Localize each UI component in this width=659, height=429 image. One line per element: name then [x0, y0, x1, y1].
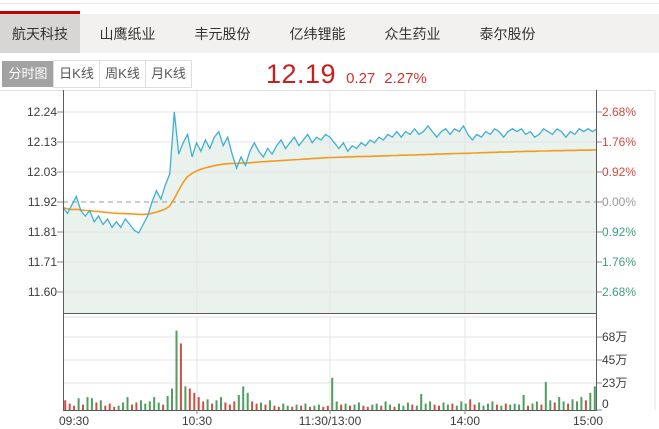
axis-ticks	[57, 111, 602, 414]
stock-tab-label: 山鹰纸业	[99, 25, 156, 42]
percent-axis-labels: 2.68% 1.76% 0.92% 0.00% 0.92% 1.76% 2.68…	[602, 105, 636, 299]
price-axis-labels: 12.24 12.13 12.03 11.92 11.81 11.71 11.6…	[27, 105, 57, 299]
price-axis-label: 12.13	[27, 135, 57, 149]
average-price-line	[62, 149, 597, 216]
percent-axis-label: 1.76%	[602, 135, 636, 149]
volume-axis-label: 0	[602, 397, 609, 411]
stock-tab-shanyingzhiye[interactable]: 山鹰纸业	[80, 14, 175, 53]
stock-tab-fengyuangufen[interactable]: 丰元股份	[175, 14, 270, 53]
stock-tab-bar: 航天科技 山鹰纸业 丰元股份 亿纬锂能 众生药业 泰尔股份	[0, 11, 659, 53]
time-axis-label: 10:30	[182, 414, 212, 428]
stock-tab-label: 航天科技	[12, 25, 68, 42]
price-axis-label: 12.03	[27, 165, 57, 179]
stock-tab-label: 泰尔股份	[479, 25, 536, 42]
price-axis-label: 12.24	[27, 105, 57, 119]
quote-block: 12.19 0.27 2.27%	[266, 59, 427, 90]
current-price: 12.19	[266, 58, 337, 89]
volume-bars	[64, 330, 596, 410]
price-grid	[63, 90, 597, 313]
stock-tab-hangtiankeji[interactable]: 航天科技	[0, 11, 80, 53]
stock-tab-label: 丰元股份	[194, 25, 251, 42]
percent-axis-label: 0.92%	[602, 165, 636, 179]
active-tab-indicator	[0, 11, 80, 14]
stock-tab-label: 众生药业	[384, 25, 441, 42]
percent-axis-label: 2.68%	[602, 105, 636, 119]
tab-timeshare[interactable]: 分时图	[2, 61, 54, 87]
tab-daily-k[interactable]: 日K线	[53, 60, 100, 88]
percent-axis-label: 2.68%	[602, 285, 636, 299]
chart-header: 分时图 日K线 周K线 月K线 12.19 0.27 2.27%	[0, 59, 659, 90]
volume-axis-label: 23万	[602, 376, 627, 390]
volume-axis-label: 68万	[602, 330, 627, 344]
tab-weekly-k[interactable]: 周K线	[99, 60, 146, 88]
percent-axis-label: 1.76%	[602, 255, 636, 269]
volume-axis-labels: 68万 45万 23万 0	[602, 330, 627, 411]
percent-axis-label: 0.00%	[602, 195, 636, 209]
time-axis-label: 09:30	[59, 414, 89, 428]
price-axis-label: 11.92	[28, 195, 57, 209]
price-axis-label: 11.81	[28, 225, 57, 239]
tab-monthly-k[interactable]: 月K线	[145, 60, 192, 88]
timeshare-chart[interactable]: 12.24 12.13 12.03 11.92 11.81 11.71 11.6…	[0, 90, 659, 429]
price-change-percent: 2.27%	[384, 69, 427, 87]
stock-tab-zhongshengyaoye[interactable]: 众生药业	[365, 14, 460, 53]
price-change: 0.27	[346, 69, 376, 87]
stock-tab-yiweilineng[interactable]: 亿纬锂能	[270, 14, 365, 53]
price-axis-label: 11.60	[28, 285, 57, 299]
time-axis-label: 15:00	[573, 414, 603, 428]
volume-grid	[63, 316, 597, 410]
price-line	[62, 111, 598, 234]
price-axis-label: 11.71	[28, 255, 57, 269]
time-axis-labels: 09:30 10:30 11:30/13:00 14:00 15:00	[59, 414, 603, 428]
top-divider	[0, 0, 659, 4]
time-axis-label: 11:30/13:00	[299, 414, 362, 428]
stock-tab-taiergufen[interactable]: 泰尔股份	[460, 14, 555, 53]
volume-axis-label: 45万	[602, 353, 627, 367]
time-axis-label: 14:00	[450, 414, 480, 428]
percent-axis-label: 0.92%	[602, 225, 636, 239]
stock-tab-label: 亿纬锂能	[289, 25, 346, 42]
